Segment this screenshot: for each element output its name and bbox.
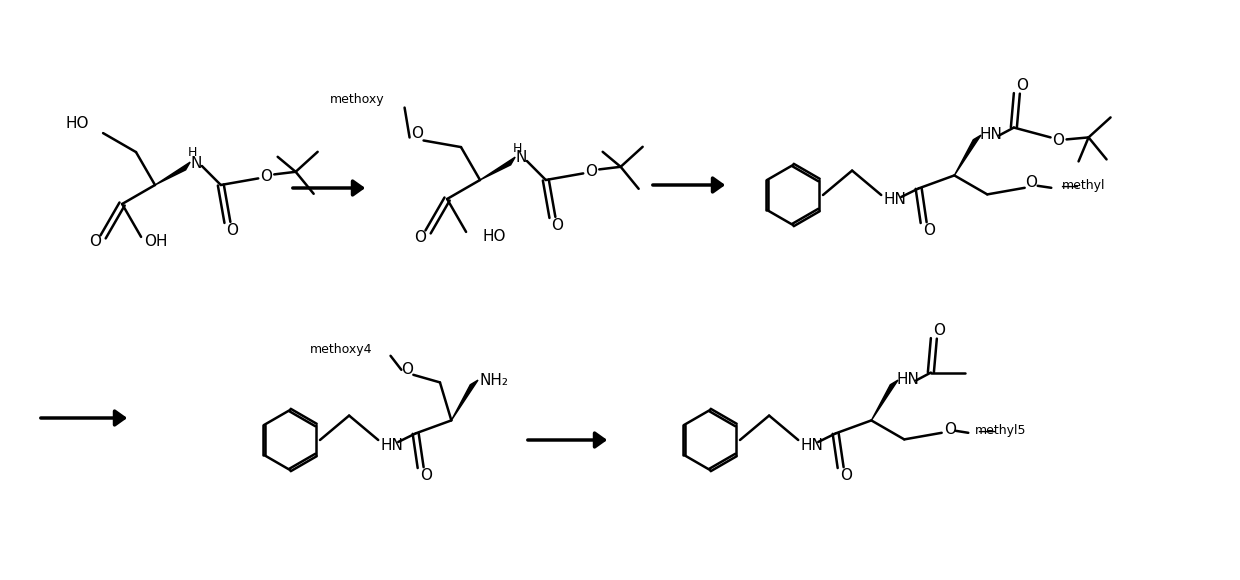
Polygon shape: [155, 162, 190, 185]
Text: O: O: [923, 223, 935, 238]
Text: O: O: [89, 234, 102, 249]
Text: HN: HN: [980, 127, 1003, 142]
Text: methyl5: methyl5: [975, 425, 1025, 437]
Text: H: H: [188, 147, 197, 160]
Text: HN: HN: [897, 372, 920, 387]
Text: HO: HO: [66, 115, 89, 130]
Text: N: N: [516, 150, 527, 165]
Polygon shape: [955, 135, 981, 175]
Text: O: O: [414, 230, 427, 245]
Text: NH₂: NH₂: [480, 373, 508, 388]
Text: methyl: methyl: [1061, 179, 1105, 193]
Text: O: O: [402, 362, 413, 378]
Text: methoxy: methoxy: [330, 93, 384, 106]
Text: HN: HN: [801, 437, 823, 452]
Text: —: —: [1060, 177, 1079, 195]
Text: O: O: [552, 218, 563, 233]
Text: HN: HN: [381, 437, 404, 452]
Text: O: O: [585, 164, 598, 179]
Text: O: O: [260, 169, 273, 184]
Text: O: O: [412, 126, 424, 141]
Text: methoxy4: methoxy4: [310, 343, 372, 356]
Text: O: O: [932, 323, 945, 338]
Text: O: O: [419, 468, 432, 483]
Text: O: O: [839, 468, 852, 483]
Polygon shape: [451, 380, 477, 420]
Text: O: O: [1024, 175, 1037, 190]
Text: O: O: [1016, 78, 1028, 93]
Text: N: N: [190, 155, 202, 171]
Text: —: —: [977, 422, 996, 440]
Text: H: H: [513, 142, 522, 154]
Polygon shape: [872, 380, 898, 420]
Text: HO: HO: [482, 230, 506, 244]
Text: OH: OH: [144, 234, 167, 249]
Polygon shape: [480, 157, 515, 180]
Text: O: O: [227, 223, 238, 238]
Text: HN: HN: [884, 193, 906, 208]
Text: O: O: [944, 422, 956, 437]
Text: O: O: [1053, 133, 1065, 148]
